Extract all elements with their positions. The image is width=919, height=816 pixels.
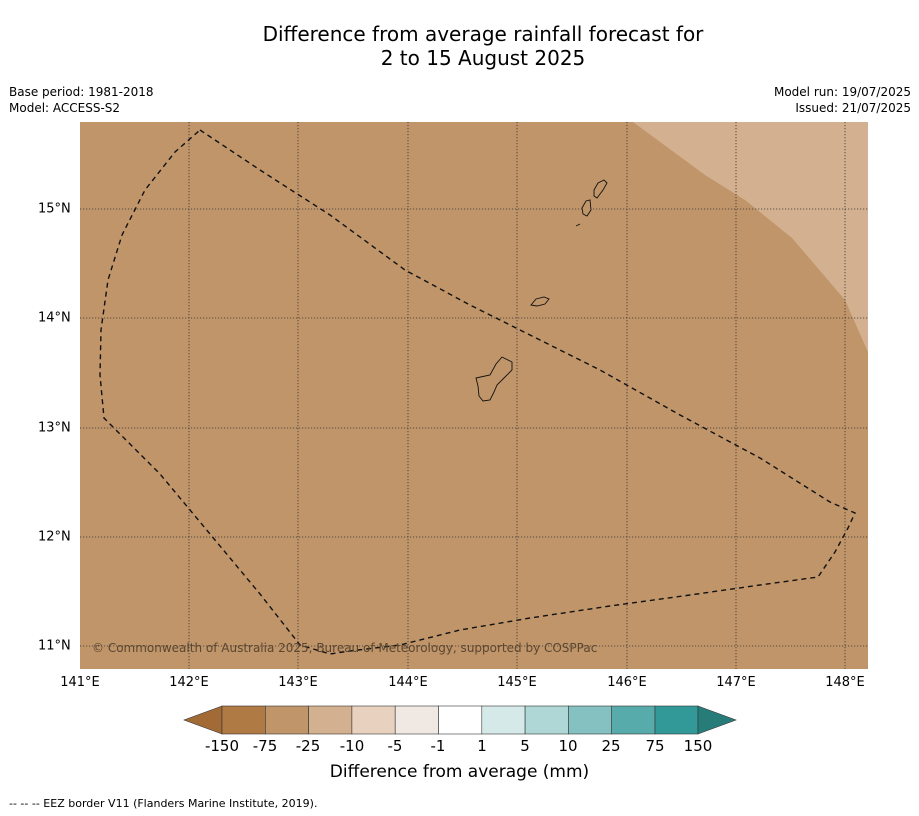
lon-label-146e: 146°E — [607, 675, 647, 690]
colorbar-extend-high — [697, 705, 737, 735]
colorbar-bin-9 — [568, 705, 613, 735]
map-area — [80, 122, 868, 669]
colorbar-bin-7 — [481, 705, 526, 735]
island-aguijan — [575, 223, 581, 227]
meta-left: Base period: 1981-2018 Model: ACCESS-S2 — [9, 84, 154, 116]
rain-region-light — [633, 122, 868, 352]
island-saipan — [593, 179, 608, 199]
colorbar-bin-5 — [394, 705, 439, 735]
lon-label-142e: 142°E — [169, 675, 209, 690]
colorbar — [183, 705, 737, 735]
colorbar-tick: 25 — [601, 737, 621, 755]
map-title: Difference from average rainfall forecas… — [0, 22, 919, 70]
colorbar-tick: 5 — [520, 737, 530, 755]
lon-label-144e: 144°E — [388, 675, 428, 690]
eez-footnote: -- -- -- EEZ border V11 (Flanders Marine… — [9, 797, 318, 810]
colorbar-tick: 10 — [558, 737, 578, 755]
colorbar-label: Difference from average (mm) — [329, 762, 590, 782]
island-rota — [530, 296, 550, 307]
colorbar-extend-low — [183, 705, 223, 735]
colorbar-bin-8 — [524, 705, 569, 735]
model-name: Model: ACCESS-S2 — [9, 101, 121, 115]
meta-right: Model run: 19/07/2025 Issued: 21/07/2025 — [774, 84, 911, 116]
colorbar-bin-2 — [264, 705, 309, 735]
title-line-2: 2 to 15 August 2025 — [380, 46, 586, 70]
colorbar-tick: -5 — [387, 737, 403, 755]
eez-border — [99, 129, 856, 655]
colorbar-bin-6 — [438, 705, 483, 735]
islands — [475, 179, 608, 402]
lat-label-15n: 15°N — [38, 201, 71, 217]
lat-label-11n: 11°N — [38, 638, 71, 654]
colorbar-tick: -75 — [252, 737, 278, 755]
lon-label-141e: 141°E — [60, 675, 100, 690]
lat-label-12n: 12°N — [38, 529, 71, 545]
colorbar-bin-11 — [654, 705, 699, 735]
colorbar-bin-3 — [308, 705, 353, 735]
model-run: Model run: 19/07/2025 — [773, 85, 911, 99]
colorbar-tick: -10 — [339, 737, 365, 755]
colorbar-bin-4 — [351, 705, 396, 735]
colorbar-tick: -1 — [430, 737, 446, 755]
base-period: Base period: 1981-2018 — [9, 85, 154, 99]
colorbar-tick: -150 — [204, 737, 240, 755]
island-tinian — [581, 199, 592, 217]
colorbar-tick: 150 — [683, 737, 713, 755]
title-line-1: Difference from average rainfall forecas… — [262, 22, 704, 46]
lon-label-147e: 147°E — [716, 675, 756, 690]
lat-label-13n: 13°N — [38, 420, 71, 436]
copyright-notice: © Commonwealth of Australia 2025, Bureau… — [92, 641, 598, 655]
colorbar-bin-10 — [611, 705, 656, 735]
island-guam — [475, 356, 513, 402]
colorbar-bin-1 — [221, 705, 266, 735]
issued-date: Issued: 21/07/2025 — [795, 101, 911, 115]
lon-label-145e: 145°E — [497, 675, 537, 690]
colorbar-tick: 75 — [645, 737, 665, 755]
colorbar-tick: -25 — [295, 737, 321, 755]
colorbar-tick: 1 — [477, 737, 487, 755]
graticule — [80, 122, 868, 669]
lon-label-143e: 143°E — [278, 675, 318, 690]
lat-label-14n: 14°N — [38, 310, 71, 326]
lon-label-148e: 148°E — [825, 675, 865, 690]
